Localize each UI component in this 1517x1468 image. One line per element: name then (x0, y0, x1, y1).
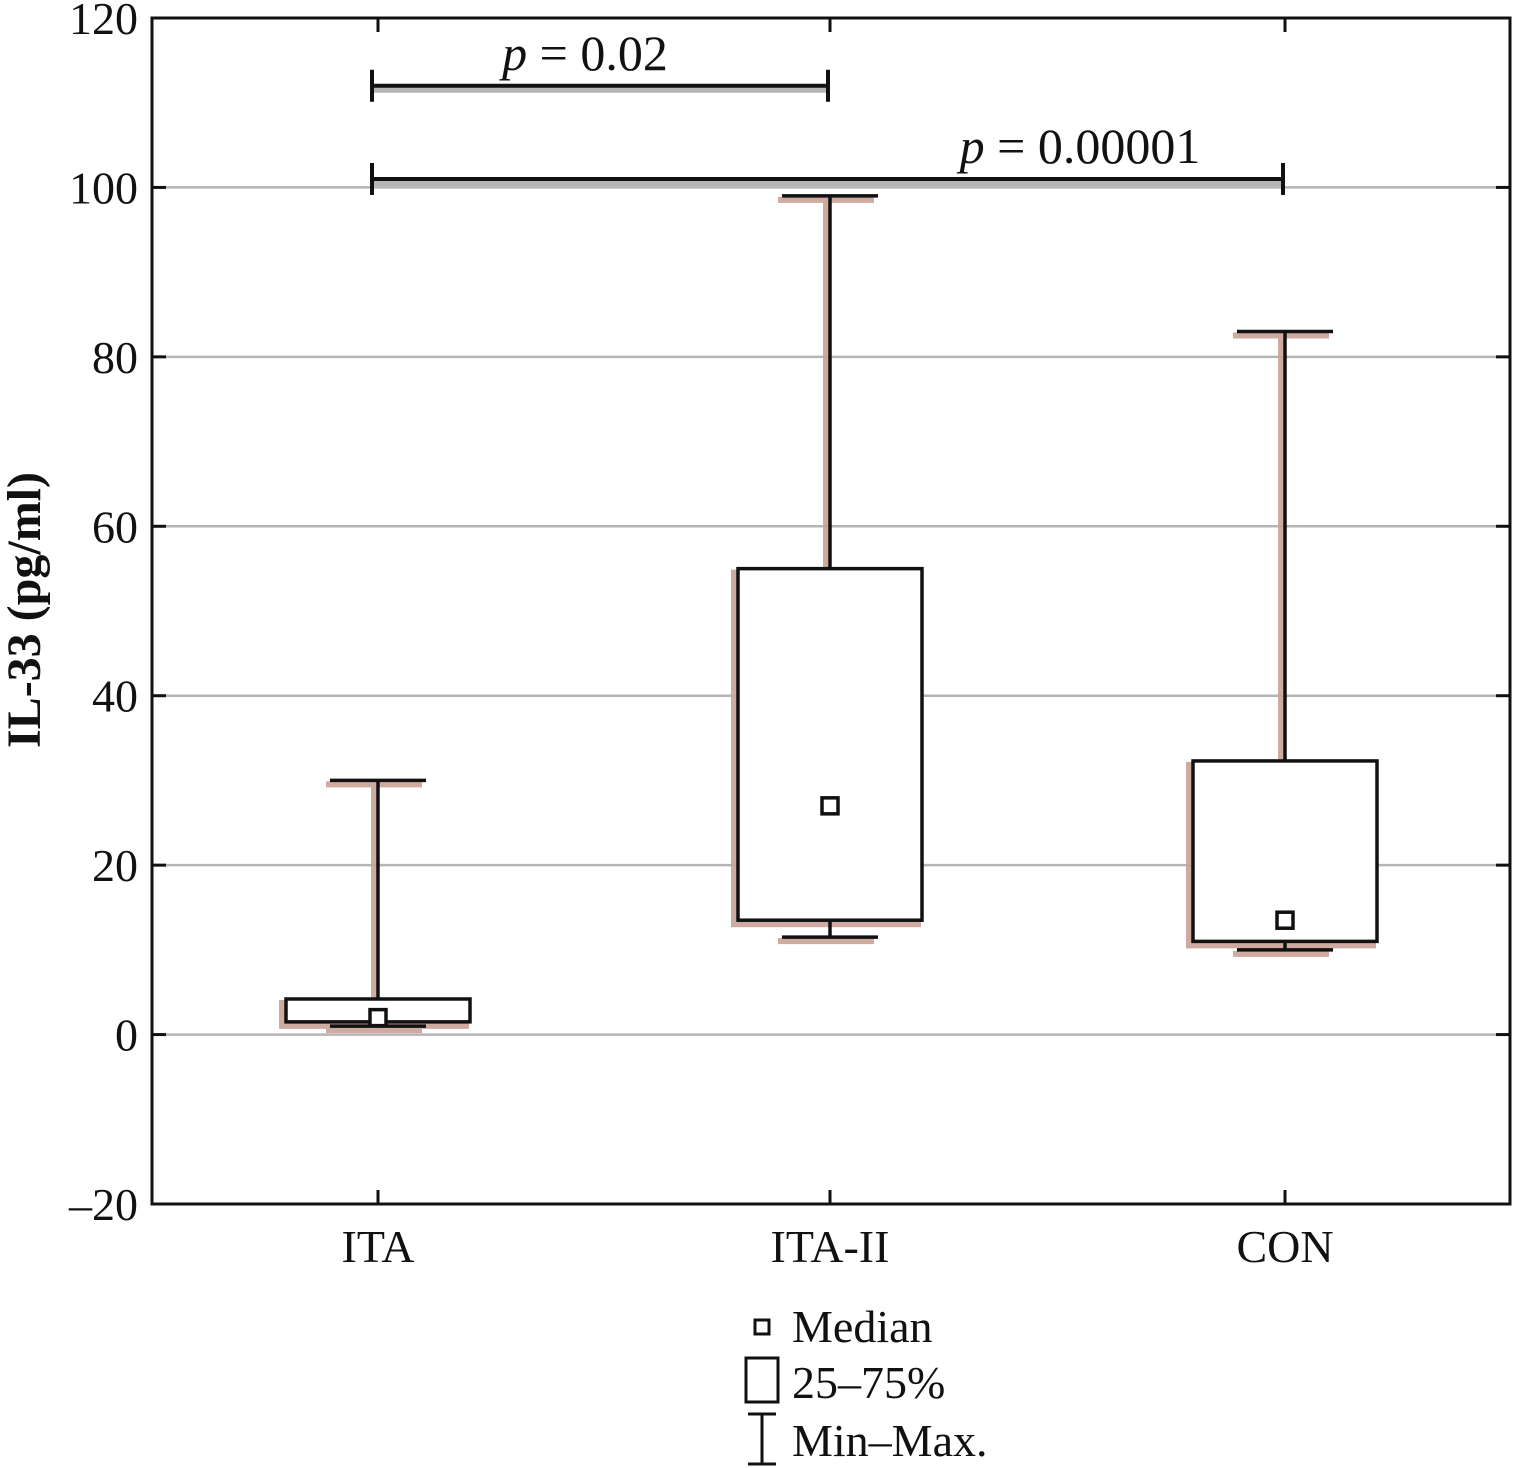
y-tick-label: 60 (92, 501, 138, 552)
legend-median-icon (753, 1318, 771, 1336)
legend-entry-whisker: Min–Max. (748, 1412, 988, 1466)
p-value-label: p = 0.02 (499, 25, 668, 81)
y-tick-label: 0 (115, 1010, 138, 1061)
significance-bracket: p = 0.02 (370, 25, 830, 102)
median-marker (1275, 910, 1295, 930)
box-ita (279, 778, 472, 1034)
significance-bracket: p = 0.00001 (370, 118, 1285, 195)
legend-label: 25–75% (792, 1357, 945, 1408)
significance-brackets: p = 0.02 p = 0.00001 (370, 25, 1285, 195)
plot-frame (150, 16, 1512, 1206)
y-tick-label: 40 (92, 671, 138, 722)
legend-entry-median-square: Median (753, 1301, 933, 1352)
x-tick-labels: ITA ITA-II CON (342, 1221, 1334, 1272)
legend-box-icon (744, 1356, 780, 1404)
median-marker (820, 796, 840, 816)
iqr-box (736, 566, 924, 922)
legend-entry-box: 25–75% (744, 1356, 945, 1408)
legend-label: Min–Max. (792, 1415, 988, 1466)
y-tick-label: 120 (69, 0, 138, 44)
y-tick-label: –20 (68, 1179, 138, 1230)
x-tick-label: ITA (342, 1221, 415, 1272)
iqr-box (1191, 759, 1379, 944)
box-series (279, 194, 1379, 1034)
x-tick-label: CON (1236, 1221, 1333, 1272)
y-axis-label: IL-33 (pg/ml) (0, 472, 51, 748)
y-tick-label: 80 (92, 332, 138, 383)
y-tick-labels: –20 0 20 40 60 80 100 120 (68, 0, 138, 1230)
box-ita-ii (731, 194, 924, 945)
x-tick-label: ITA-II (771, 1221, 890, 1272)
y-tick-label: 100 (69, 162, 138, 213)
box-con (1186, 329, 1379, 957)
box-shadow (279, 781, 469, 1034)
legend-label: Median (792, 1301, 933, 1352)
median-marker (368, 1007, 388, 1028)
p-value-label: p = 0.00001 (957, 118, 1201, 174)
y-tick-label: 20 (92, 840, 138, 891)
